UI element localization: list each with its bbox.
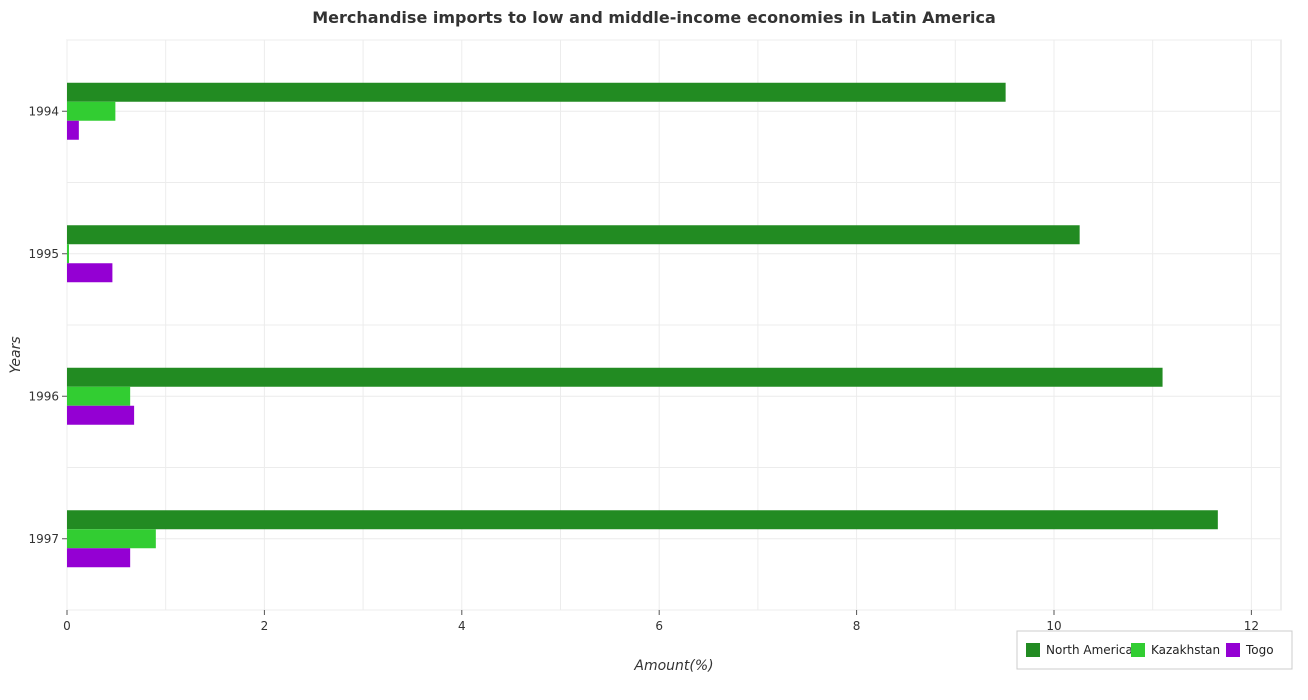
x-axis-label: Amount(%) bbox=[633, 658, 713, 674]
x-tick-label: 6 bbox=[655, 619, 663, 633]
x-tick-label: 2 bbox=[261, 619, 269, 633]
bar-kazakhstan-1995 bbox=[67, 244, 69, 264]
chart-title: Merchandise imports to low and middle-in… bbox=[312, 8, 996, 27]
legend-label: North America bbox=[1046, 643, 1133, 657]
bar-kazakhstan-1994 bbox=[67, 101, 116, 121]
bar-north-america-1995 bbox=[67, 225, 1080, 245]
bar-north-america-1997 bbox=[67, 510, 1218, 530]
bar-kazakhstan-1996 bbox=[67, 386, 131, 406]
legend-swatch bbox=[1226, 643, 1240, 657]
bar-togo-1997 bbox=[67, 548, 131, 568]
bar-north-america-1996 bbox=[67, 367, 1163, 387]
legend-swatch bbox=[1026, 643, 1040, 657]
x-tick-label: 10 bbox=[1046, 619, 1061, 633]
legend: North America Kazakhstan Togo bbox=[1016, 630, 1293, 670]
y-tick-label: 1997 bbox=[28, 532, 59, 546]
bars bbox=[67, 82, 1218, 568]
y-tick-label: 1994 bbox=[28, 104, 59, 118]
bar-togo-1996 bbox=[67, 405, 135, 425]
tick-labels: 0 2 4 6 8 10 12 1994 1995 1996 1997 bbox=[28, 104, 1259, 633]
x-tick-label: 12 bbox=[1244, 619, 1259, 633]
bar-north-america-1994 bbox=[67, 82, 1006, 102]
x-tick-label: 4 bbox=[458, 619, 466, 633]
bar-togo-1994 bbox=[67, 120, 79, 140]
bar-togo-1995 bbox=[67, 263, 113, 283]
legend-label: Kazakhstan bbox=[1151, 643, 1220, 657]
x-tick-label: 8 bbox=[853, 619, 861, 633]
legend-swatch bbox=[1131, 643, 1145, 657]
x-tick-label: 0 bbox=[63, 619, 71, 633]
bar-kazakhstan-1997 bbox=[67, 529, 156, 549]
y-axis-label: Years bbox=[8, 336, 24, 373]
y-tick-label: 1995 bbox=[28, 247, 59, 261]
legend-label: Togo bbox=[1245, 643, 1274, 657]
y-tick-label: 1996 bbox=[28, 389, 59, 403]
